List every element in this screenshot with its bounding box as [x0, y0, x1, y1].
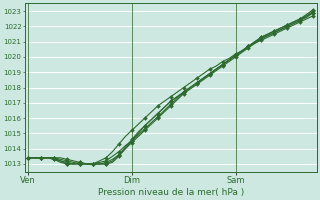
X-axis label: Pression niveau de la mer( hPa ): Pression niveau de la mer( hPa ): [98, 188, 244, 197]
